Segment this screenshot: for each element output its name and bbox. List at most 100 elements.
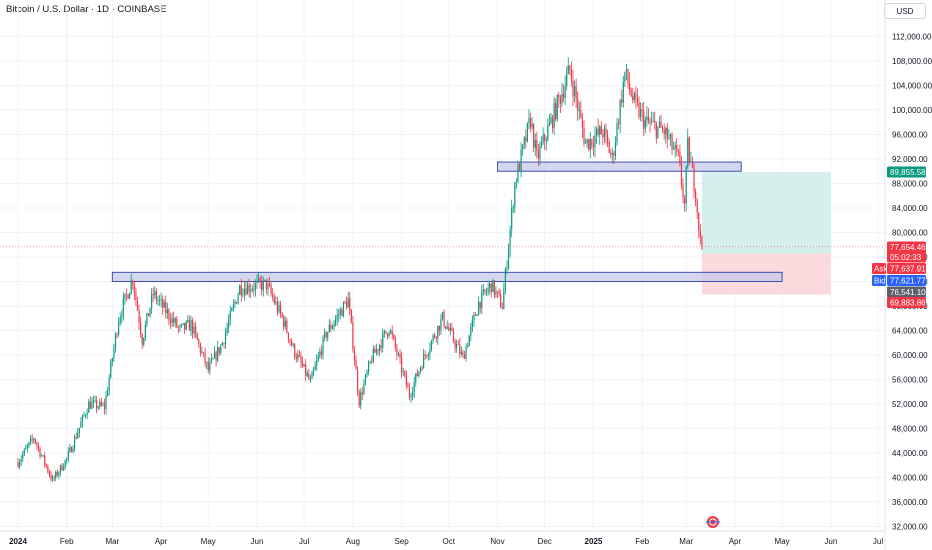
candle-body[interactable]: [432, 335, 434, 341]
candle-body[interactable]: [61, 465, 63, 471]
candle-body[interactable]: [445, 326, 447, 329]
candle-body[interactable]: [66, 458, 68, 461]
candle-body[interactable]: [611, 153, 613, 155]
candle-body[interactable]: [91, 402, 93, 409]
candle-body[interactable]: [580, 109, 582, 118]
candle-body[interactable]: [44, 455, 46, 465]
candle-body[interactable]: [657, 126, 659, 138]
candle-body[interactable]: [308, 373, 310, 380]
candle-body[interactable]: [413, 381, 415, 393]
candle-body[interactable]: [597, 128, 599, 135]
candle-body[interactable]: [573, 86, 576, 96]
candle-body[interactable]: [135, 292, 137, 301]
candle-body[interactable]: [256, 280, 258, 284]
candle-body[interactable]: [441, 312, 444, 319]
candle-body[interactable]: [223, 343, 225, 344]
candle-body[interactable]: [408, 387, 411, 398]
candle-body[interactable]: [679, 151, 681, 164]
candle-body[interactable]: [592, 145, 595, 148]
candle-body[interactable]: [567, 65, 569, 75]
candle-body[interactable]: [605, 128, 607, 135]
candle-body[interactable]: [264, 279, 266, 281]
candle-body[interactable]: [540, 142, 543, 147]
candle-body[interactable]: [621, 99, 623, 103]
candle-body[interactable]: [48, 471, 51, 475]
candle-body[interactable]: [536, 140, 538, 151]
support-resistance-zones[interactable]: [111, 161, 831, 295]
candle-body[interactable]: [481, 291, 483, 308]
candle-body[interactable]: [564, 86, 566, 98]
candle-body[interactable]: [345, 302, 348, 308]
candle-body[interactable]: [424, 354, 426, 356]
candle-body[interactable]: [533, 124, 535, 148]
candle-body[interactable]: [105, 395, 107, 410]
candle-body[interactable]: [287, 332, 290, 340]
candle-body[interactable]: [599, 126, 601, 135]
candle-body[interactable]: [245, 288, 247, 295]
candle-body[interactable]: [62, 467, 65, 471]
candle-body[interactable]: [97, 406, 99, 409]
candle-body[interactable]: [470, 326, 472, 336]
candle-body[interactable]: [173, 317, 175, 323]
candle-body[interactable]: [547, 126, 549, 141]
candle-body[interactable]: [218, 347, 220, 353]
candle-body[interactable]: [478, 301, 480, 315]
candle-body[interactable]: [622, 81, 624, 103]
candle-body[interactable]: [569, 65, 571, 70]
candle-body[interactable]: [649, 121, 651, 123]
candle-body[interactable]: [610, 152, 612, 155]
candle-body[interactable]: [34, 438, 36, 443]
candle-body[interactable]: [51, 477, 54, 480]
candle-body[interactable]: [240, 285, 242, 296]
candle-body[interactable]: [467, 346, 469, 347]
candle-body[interactable]: [578, 109, 580, 111]
candle-body[interactable]: [437, 326, 439, 339]
candle-body[interactable]: [691, 161, 694, 168]
candle-body[interactable]: [253, 288, 255, 290]
candle-body[interactable]: [257, 278, 260, 281]
candle-body[interactable]: [267, 283, 269, 290]
candle-body[interactable]: [402, 371, 404, 373]
candle-body[interactable]: [40, 455, 43, 457]
candle-body[interactable]: [404, 371, 406, 375]
candle-body[interactable]: [59, 465, 62, 473]
candle-body[interactable]: [401, 357, 403, 373]
candle-body[interactable]: [47, 466, 49, 472]
candle-body[interactable]: [215, 352, 217, 361]
candle-body[interactable]: [485, 291, 488, 293]
candle-body[interactable]: [55, 472, 57, 479]
candle-body[interactable]: [635, 93, 637, 99]
candle-body[interactable]: [617, 123, 620, 125]
candle-body[interactable]: [312, 369, 315, 373]
candle-body[interactable]: [333, 323, 335, 327]
candle-body[interactable]: [193, 326, 195, 334]
candle-body[interactable]: [570, 69, 573, 81]
candle-body[interactable]: [204, 352, 206, 364]
candle-body[interactable]: [125, 293, 128, 295]
candle-body[interactable]: [174, 318, 176, 323]
candle-body[interactable]: [188, 319, 190, 331]
candle-body[interactable]: [248, 284, 250, 292]
candle-body[interactable]: [279, 304, 282, 314]
candle-body[interactable]: [463, 354, 466, 359]
candle-body[interactable]: [575, 86, 577, 99]
candle-body[interactable]: [328, 324, 330, 333]
candle-body[interactable]: [83, 415, 85, 416]
candle-body[interactable]: [265, 279, 268, 290]
candle-body[interactable]: [526, 122, 528, 142]
candle-body[interactable]: [407, 385, 409, 388]
candle-body[interactable]: [397, 354, 400, 355]
candle-body[interactable]: [500, 294, 502, 308]
candle-body[interactable]: [155, 291, 157, 301]
candle-body[interactable]: [141, 334, 143, 345]
candle-body[interactable]: [416, 373, 418, 377]
candle-body[interactable]: [272, 293, 274, 298]
candle-body[interactable]: [72, 448, 74, 453]
candle-body[interactable]: [201, 351, 203, 353]
candle-body[interactable]: [476, 314, 478, 316]
candle-body[interactable]: [583, 128, 585, 144]
candle-body[interactable]: [251, 288, 253, 291]
candle-body[interactable]: [171, 317, 173, 324]
candle-body[interactable]: [608, 141, 610, 153]
candle-body[interactable]: [426, 355, 428, 357]
